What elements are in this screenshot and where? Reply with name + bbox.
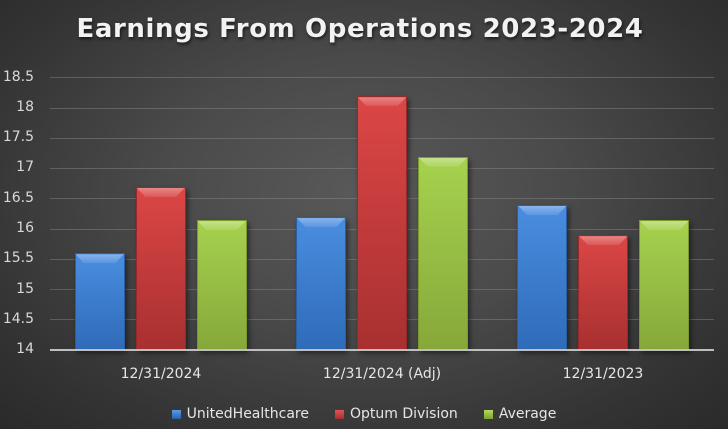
- y-tick-label: 14: [16, 341, 34, 357]
- y-tick-label: 16.5: [2, 190, 34, 206]
- legend: UnitedHealthcare Optum Division Average: [0, 405, 728, 423]
- bar-optum-division[interactable]: [357, 96, 407, 350]
- legend-swatch-icon: [171, 409, 181, 419]
- gridline: [50, 77, 714, 78]
- y-tick-label: 16: [16, 220, 34, 236]
- bar-unitedhealthcare[interactable]: [74, 253, 125, 350]
- legend-swatch-icon: [483, 409, 493, 419]
- legend-swatch-icon: [334, 409, 344, 419]
- legend-label: Optum Division: [349, 406, 458, 422]
- y-tick-label: 17: [16, 159, 34, 175]
- legend-item-average[interactable]: Average: [483, 406, 557, 422]
- legend-label: UnitedHealthcare: [186, 406, 309, 422]
- bar-average[interactable]: [639, 220, 690, 350]
- bar-unitedhealthcare[interactable]: [517, 205, 568, 350]
- chart-title: Earnings From Operations 2023-2024: [76, 14, 644, 44]
- legend-item-unitedhealthcare[interactable]: UnitedHealthcare: [171, 406, 309, 422]
- y-tick-label: 18.5: [2, 69, 34, 85]
- bar-average[interactable]: [196, 220, 247, 350]
- legend-item-optum-division[interactable]: Optum Division: [334, 406, 458, 422]
- bar-optum-division[interactable]: [135, 186, 186, 350]
- legend-label: Average: [498, 406, 557, 422]
- y-tick-label: 18: [16, 99, 34, 115]
- y-tick-label: 15: [16, 281, 34, 297]
- x-category-label: 12/31/2024 (Adj): [322, 366, 442, 382]
- x-category-label: 12/31/2023: [562, 366, 644, 382]
- x-category-label: 12/31/2024: [120, 366, 202, 382]
- y-tick-label: 15.5: [2, 250, 34, 266]
- x-axis-line: [50, 349, 714, 351]
- bar-optum-division[interactable]: [578, 235, 629, 350]
- bar-unitedhealthcare[interactable]: [296, 217, 346, 350]
- bar-average[interactable]: [418, 156, 468, 350]
- y-tick-label: 17.5: [2, 129, 34, 145]
- y-tick-label: 14.5: [2, 311, 34, 327]
